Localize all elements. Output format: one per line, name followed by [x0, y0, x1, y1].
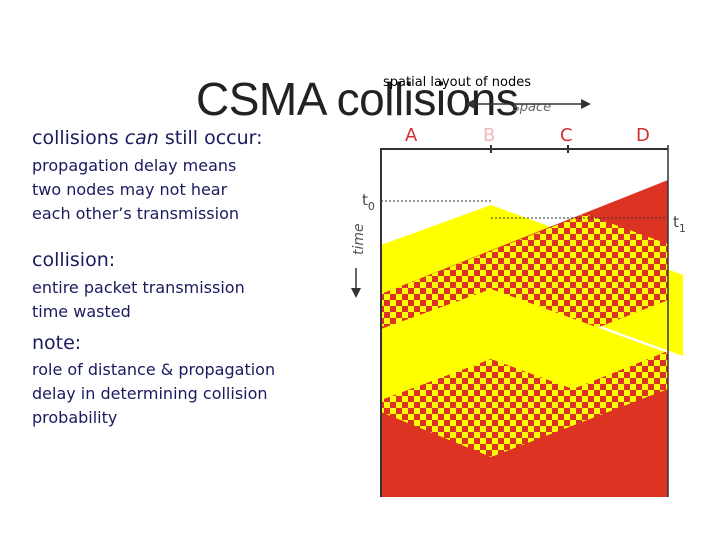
- bullet-3-body: role of distance & propagation delay in …: [32, 358, 275, 430]
- bullet-2-line-2: time wasted: [32, 302, 131, 321]
- time-arrow-down-icon: [351, 288, 361, 298]
- t0-label-sub: 0: [368, 200, 375, 213]
- collision-diagram: A B C D space time t0 t1: [351, 99, 686, 497]
- bullet-2-line-1: entire packet transmission: [32, 278, 245, 297]
- page-title: CSMA collisions: [196, 73, 519, 125]
- node-label-b: B: [483, 125, 495, 146]
- bullet-1-line-1: propagation delay means: [32, 156, 237, 175]
- node-label-a: A: [405, 125, 418, 146]
- t1-label: t1: [673, 213, 686, 235]
- diagram-subtitle: spatial layout of nodes: [383, 75, 531, 90]
- collision-overlap-region-lower: [381, 351, 668, 457]
- bullet-1-line-2: two nodes may not hear: [32, 180, 228, 199]
- bullet-1-heading: collisions can still occur:: [32, 127, 263, 149]
- bullet-1-heading-italic: can: [124, 127, 159, 149]
- bullet-1-line-3: each other’s transmission: [32, 204, 240, 223]
- bullet-1-body: propagation delay means two nodes may no…: [32, 154, 239, 226]
- bullet-3-heading: note:: [32, 332, 82, 354]
- bullet-1-heading-plain: collisions: [32, 127, 125, 149]
- node-label-d: D: [636, 125, 650, 146]
- node-label-c: C: [560, 125, 573, 146]
- t0-label: t0: [362, 191, 375, 213]
- bullet-2-body: entire packet transmission time wasted: [32, 276, 245, 324]
- bullet-3-line-3: probability: [32, 408, 118, 427]
- t0-label-main: t: [362, 191, 368, 209]
- bullet-3-line-2: delay in determining collision: [32, 384, 268, 403]
- bullet-1-heading-rest: still occur:: [158, 127, 263, 149]
- t1-label-sub: 1: [679, 222, 686, 235]
- bullet-2-heading: collision:: [32, 249, 116, 271]
- space-arrow-right-icon: [581, 99, 591, 109]
- time-label: time: [351, 223, 367, 255]
- bullet-3-line-1: role of distance & propagation: [32, 360, 276, 379]
- space-arrow-left-icon: [465, 99, 475, 109]
- t1-label-main: t: [673, 213, 679, 231]
- space-label: space: [513, 100, 551, 115]
